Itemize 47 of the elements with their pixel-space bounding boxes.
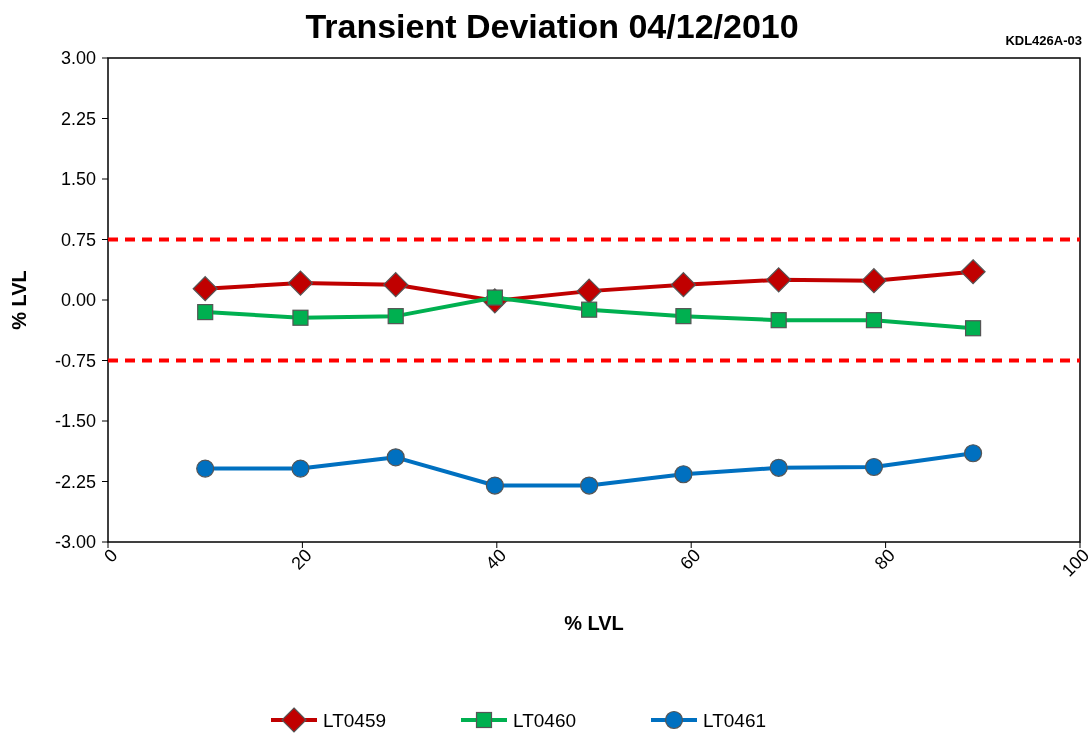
- text: KDL426A-03: [1005, 33, 1082, 48]
- y-tick-label: -1.50: [54, 411, 96, 432]
- point: [675, 308, 692, 325]
- x-axis-title: % LVL: [564, 612, 624, 634]
- y-tick-label: 0.00: [60, 290, 96, 311]
- point: [865, 312, 883, 329]
- y-tick-label: 1.50: [60, 169, 96, 190]
- point: [383, 272, 409, 298]
- x-tick-label: 0: [100, 545, 122, 567]
- point: [963, 444, 983, 463]
- point: [485, 476, 504, 495]
- point: [386, 448, 405, 467]
- point: [287, 270, 314, 296]
- point: [387, 308, 404, 325]
- point: [861, 268, 887, 294]
- x-tick-label: 100: [1057, 545, 1092, 581]
- legend-label: LT0459: [323, 709, 387, 731]
- y-tick-label: 3.00: [60, 48, 96, 69]
- point: [770, 312, 787, 329]
- y-tick-label: -3.00: [54, 532, 96, 553]
- point: [769, 458, 788, 477]
- point: [576, 278, 602, 304]
- point: [960, 259, 986, 285]
- y-axis-title: % LVL: [8, 270, 30, 330]
- point: [864, 457, 884, 477]
- x-tick-label: 60: [676, 545, 705, 574]
- x-tick-label: 40: [481, 545, 511, 574]
- y-tick-label: -2.25: [54, 471, 96, 492]
- x-tick-label: 20: [287, 545, 316, 574]
- point: [670, 272, 697, 298]
- point: [196, 459, 215, 478]
- y-tick-label: 0.75: [60, 229, 96, 250]
- point: [291, 459, 310, 478]
- point: [292, 309, 309, 326]
- legend-label: LT0461: [703, 709, 767, 731]
- legend-label: LT0460: [513, 709, 577, 731]
- point: [197, 304, 214, 321]
- point: [580, 476, 599, 495]
- y-tick-label: -0.75: [54, 350, 96, 371]
- point: [581, 301, 598, 318]
- y-tick-label: 2.25: [60, 108, 96, 129]
- point: [766, 267, 792, 293]
- chart-title: Transient Deviation 04/12/2010: [305, 7, 799, 45]
- x-tick-label: 80: [870, 545, 899, 574]
- point: [674, 465, 693, 484]
- point: [964, 320, 982, 337]
- point: [192, 276, 218, 302]
